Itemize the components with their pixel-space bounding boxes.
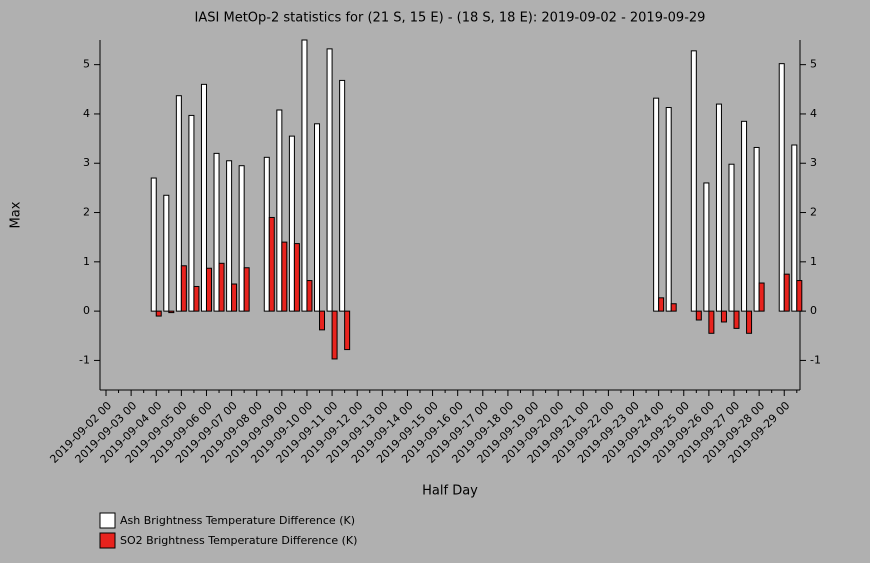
bar <box>690 50 697 312</box>
bar <box>168 310 175 314</box>
bar <box>715 103 722 312</box>
bar <box>670 303 677 312</box>
bar <box>293 243 300 312</box>
bar <box>796 280 803 312</box>
y2-tick-label: -1 <box>810 353 821 366</box>
bar <box>188 114 195 312</box>
y-tick-label: 4 <box>83 107 90 120</box>
bar <box>200 83 207 312</box>
bar <box>163 194 170 312</box>
y-tick-label: 1 <box>83 255 90 268</box>
x-axis-label: Half Day <box>422 484 478 499</box>
y2-tick-label: 3 <box>810 156 817 169</box>
bar <box>288 135 295 312</box>
bar <box>339 79 346 312</box>
bar <box>665 107 672 312</box>
bar <box>658 297 665 312</box>
bar <box>331 310 338 360</box>
bar <box>213 152 220 312</box>
bar <box>720 310 727 323</box>
bar <box>268 216 275 312</box>
y-tick-label: 3 <box>83 156 90 169</box>
bar <box>326 48 333 312</box>
y-tick-label: 5 <box>83 58 90 71</box>
bar <box>778 63 785 312</box>
bar <box>653 97 660 312</box>
bar <box>314 123 321 312</box>
bar <box>150 177 157 312</box>
bar <box>243 267 250 312</box>
bar <box>218 262 225 312</box>
bar <box>226 160 233 312</box>
chart-title: IASI MetOp-2 statistics for (21 S, 15 E)… <box>195 11 706 26</box>
bar <box>758 282 765 312</box>
y2-tick-label: 1 <box>810 255 817 268</box>
legend-label: SO2 Brightness Temperature Difference (K… <box>120 534 357 547</box>
bar <box>281 241 288 312</box>
legend-label: Ash Brightness Temperature Difference (K… <box>120 514 355 527</box>
bar <box>783 273 790 312</box>
bar <box>263 156 270 312</box>
y2-tick-label: 4 <box>810 107 817 120</box>
y2-tick-label: 5 <box>810 58 817 71</box>
bar <box>193 285 200 312</box>
legend-swatch <box>99 532 116 549</box>
bar <box>741 120 748 312</box>
bar <box>155 310 162 317</box>
y-tick-label: -1 <box>79 353 90 366</box>
y-tick-label: 0 <box>83 304 90 317</box>
bar <box>205 267 212 312</box>
legend-swatch <box>99 512 116 529</box>
bar <box>238 165 245 312</box>
bar <box>791 144 798 312</box>
bar <box>753 146 760 312</box>
bar <box>708 310 715 334</box>
y2-tick-label: 2 <box>810 206 817 219</box>
bar <box>301 39 308 312</box>
bar <box>695 310 702 321</box>
bar <box>733 310 740 329</box>
y-axis-label: Max <box>9 201 24 228</box>
y2-tick-label: 0 <box>810 304 817 317</box>
bar <box>319 310 326 331</box>
bar <box>306 280 313 312</box>
bar <box>175 95 182 312</box>
bar <box>746 310 753 334</box>
bar <box>344 310 351 351</box>
y-tick-label: 2 <box>83 206 90 219</box>
bar <box>180 265 187 312</box>
bar <box>276 109 283 312</box>
bar <box>703 182 710 312</box>
bar <box>728 163 735 312</box>
bar <box>231 283 238 312</box>
